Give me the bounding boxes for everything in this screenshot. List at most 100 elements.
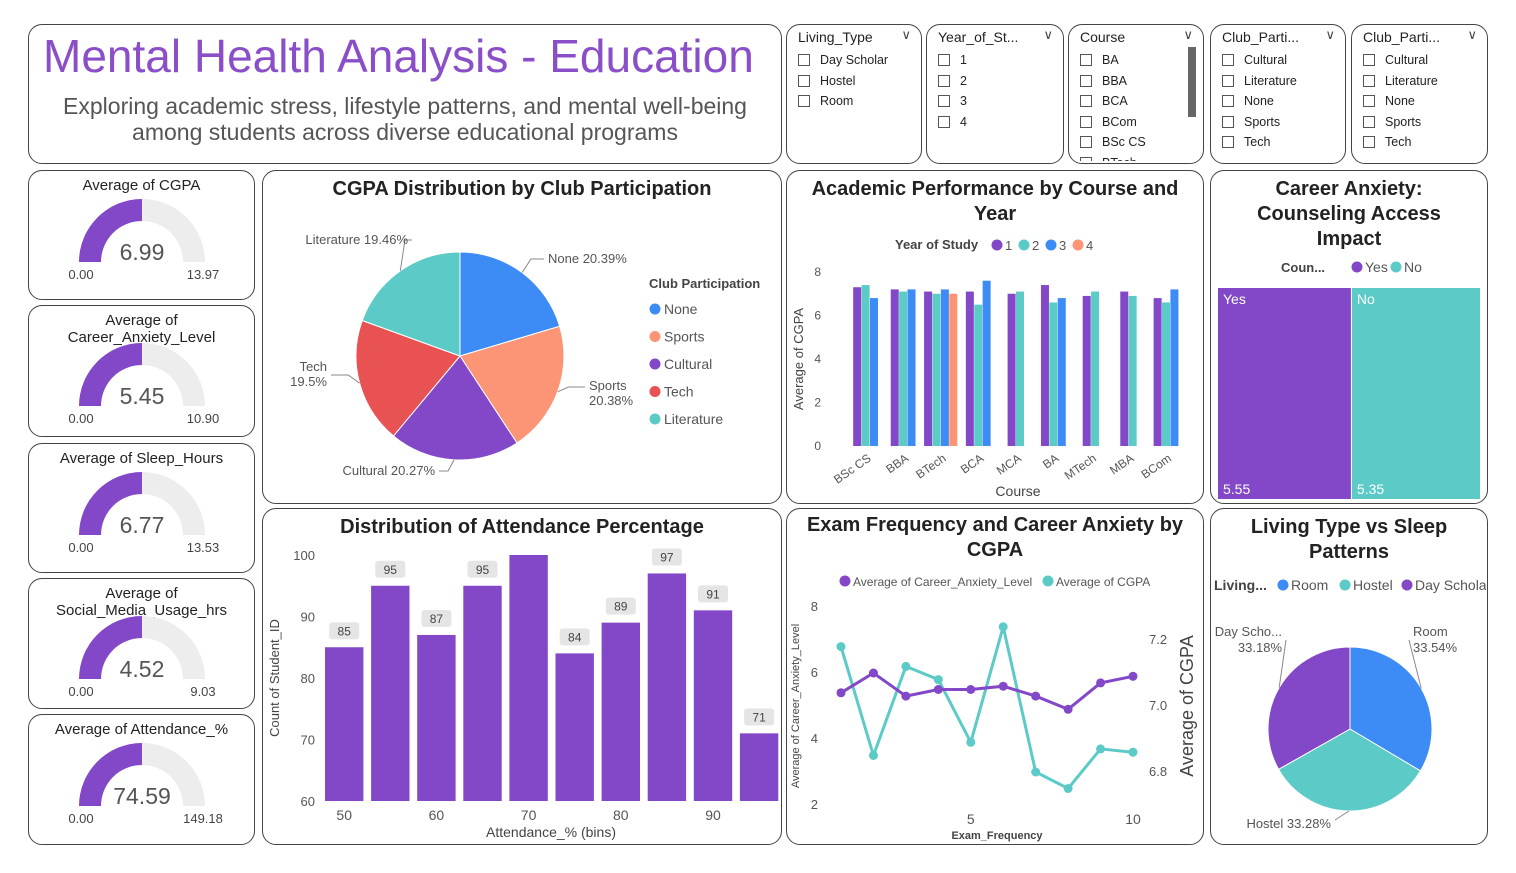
slicer-option[interactable]: Day Scholar: [798, 50, 915, 71]
slicer-option[interactable]: BCA: [1080, 91, 1197, 112]
slicer-option[interactable]: Literature: [1363, 71, 1481, 92]
legend-marker[interactable]: [1072, 239, 1084, 251]
legend-marker[interactable]: [1042, 575, 1054, 587]
data-point[interactable]: [1096, 744, 1106, 754]
legend-marker[interactable]: [1018, 239, 1030, 251]
slicer-option[interactable]: BBA: [1080, 71, 1197, 92]
data-point[interactable]: [868, 751, 878, 760]
slicer-option[interactable]: BA: [1080, 50, 1197, 71]
bar[interactable]: [417, 634, 456, 801]
data-point[interactable]: [901, 661, 911, 671]
legend-marker[interactable]: [649, 413, 661, 425]
slicer-header[interactable]: Club_Parti... ∨: [1222, 27, 1335, 45]
chevron-down-icon[interactable]: ∨: [1325, 27, 1335, 42]
slicer-option[interactable]: None: [1363, 91, 1481, 112]
bar[interactable]: [1218, 288, 1351, 499]
checkbox[interactable]: [1080, 74, 1092, 87]
data-point[interactable]: [836, 688, 846, 698]
data-point[interactable]: [966, 737, 976, 747]
bar[interactable]: [693, 610, 733, 801]
legend-marker[interactable]: [991, 239, 1003, 251]
scrollbar[interactable]: [1188, 47, 1196, 117]
slicer-option[interactable]: BCom: [1080, 112, 1197, 133]
checkbox[interactable]: [1080, 54, 1092, 67]
bar[interactable]: [1082, 295, 1091, 446]
slicer-option[interactable]: Cultural: [1222, 50, 1339, 71]
bar[interactable]: [853, 287, 862, 446]
slicer-header[interactable]: Course ∨: [1080, 27, 1193, 45]
bar[interactable]: [890, 289, 899, 446]
checkbox[interactable]: [938, 74, 950, 87]
checkbox[interactable]: [1363, 115, 1375, 128]
data-point[interactable]: [1096, 678, 1106, 688]
legend-marker[interactable]: [1339, 579, 1351, 591]
bar[interactable]: [1049, 302, 1058, 446]
checkbox[interactable]: [938, 95, 950, 108]
checkbox[interactable]: [1222, 115, 1234, 128]
bar[interactable]: [509, 555, 548, 801]
bar[interactable]: [601, 622, 640, 801]
legend-marker[interactable]: [649, 358, 661, 370]
data-point[interactable]: [901, 691, 911, 701]
data-point[interactable]: [1063, 704, 1073, 714]
slicer-option[interactable]: 4: [938, 112, 1057, 133]
bar[interactable]: [1128, 295, 1137, 446]
bar[interactable]: [1091, 291, 1100, 446]
data-point[interactable]: [1031, 691, 1041, 701]
legend-marker[interactable]: [1277, 579, 1289, 591]
pie-slice[interactable]: [1267, 646, 1351, 770]
checkbox[interactable]: [1222, 95, 1234, 108]
slicer-option[interactable]: Tech: [1363, 132, 1481, 153]
bar[interactable]: [1120, 291, 1129, 446]
chevron-down-icon[interactable]: ∨: [1043, 27, 1053, 42]
bar[interactable]: [555, 653, 594, 801]
data-point[interactable]: [1128, 747, 1138, 757]
bar[interactable]: [982, 280, 991, 446]
checkbox[interactable]: [1222, 74, 1234, 87]
bar[interactable]: [647, 573, 687, 801]
data-point[interactable]: [966, 685, 976, 694]
data-point[interactable]: [1128, 671, 1138, 681]
slicer-header[interactable]: Living_Type ∨: [798, 27, 911, 45]
slicer-option[interactable]: 1: [938, 50, 1057, 71]
bar[interactable]: [463, 585, 502, 801]
legend-marker[interactable]: [839, 575, 851, 587]
bar[interactable]: [739, 733, 779, 801]
slicer-option[interactable]: Cultural: [1363, 50, 1481, 71]
checkbox[interactable]: [1080, 136, 1092, 149]
bar[interactable]: [1040, 285, 1049, 446]
slicer-option[interactable]: Hostel: [798, 71, 915, 92]
slicer-option[interactable]: BTech: [1080, 153, 1197, 161]
checkbox[interactable]: [938, 115, 950, 128]
legend-marker[interactable]: [1351, 261, 1363, 273]
series-line[interactable]: [839, 626, 1134, 791]
checkbox[interactable]: [1363, 95, 1375, 108]
checkbox[interactable]: [1363, 136, 1375, 149]
chevron-down-icon[interactable]: ∨: [1467, 27, 1477, 42]
data-point[interactable]: [1063, 784, 1073, 793]
bar[interactable]: [1007, 293, 1016, 446]
bar[interactable]: [940, 289, 949, 446]
slicer-option[interactable]: 3: [938, 91, 1057, 112]
checkbox[interactable]: [798, 74, 810, 87]
bar[interactable]: [1016, 291, 1024, 446]
legend-marker[interactable]: [649, 331, 661, 342]
pie-slice[interactable]: [1349, 646, 1433, 772]
slicer-option[interactable]: None: [1222, 91, 1339, 112]
bar[interactable]: [1162, 302, 1171, 446]
bar[interactable]: [907, 289, 916, 446]
slicer-option[interactable]: Sports: [1222, 112, 1339, 133]
data-point[interactable]: [933, 685, 943, 694]
data-point[interactable]: [998, 622, 1008, 632]
data-point[interactable]: [933, 675, 943, 685]
checkbox[interactable]: [1080, 115, 1092, 128]
data-point[interactable]: [1031, 767, 1041, 777]
slicer-option[interactable]: 2: [938, 71, 1057, 92]
data-point[interactable]: [868, 668, 878, 678]
pie-slice[interactable]: [355, 319, 461, 437]
bar[interactable]: [861, 285, 870, 446]
legend-marker[interactable]: [1401, 579, 1413, 591]
slicer-option[interactable]: BSc CS: [1080, 132, 1197, 153]
bar[interactable]: [371, 585, 410, 801]
bar[interactable]: [974, 304, 983, 446]
